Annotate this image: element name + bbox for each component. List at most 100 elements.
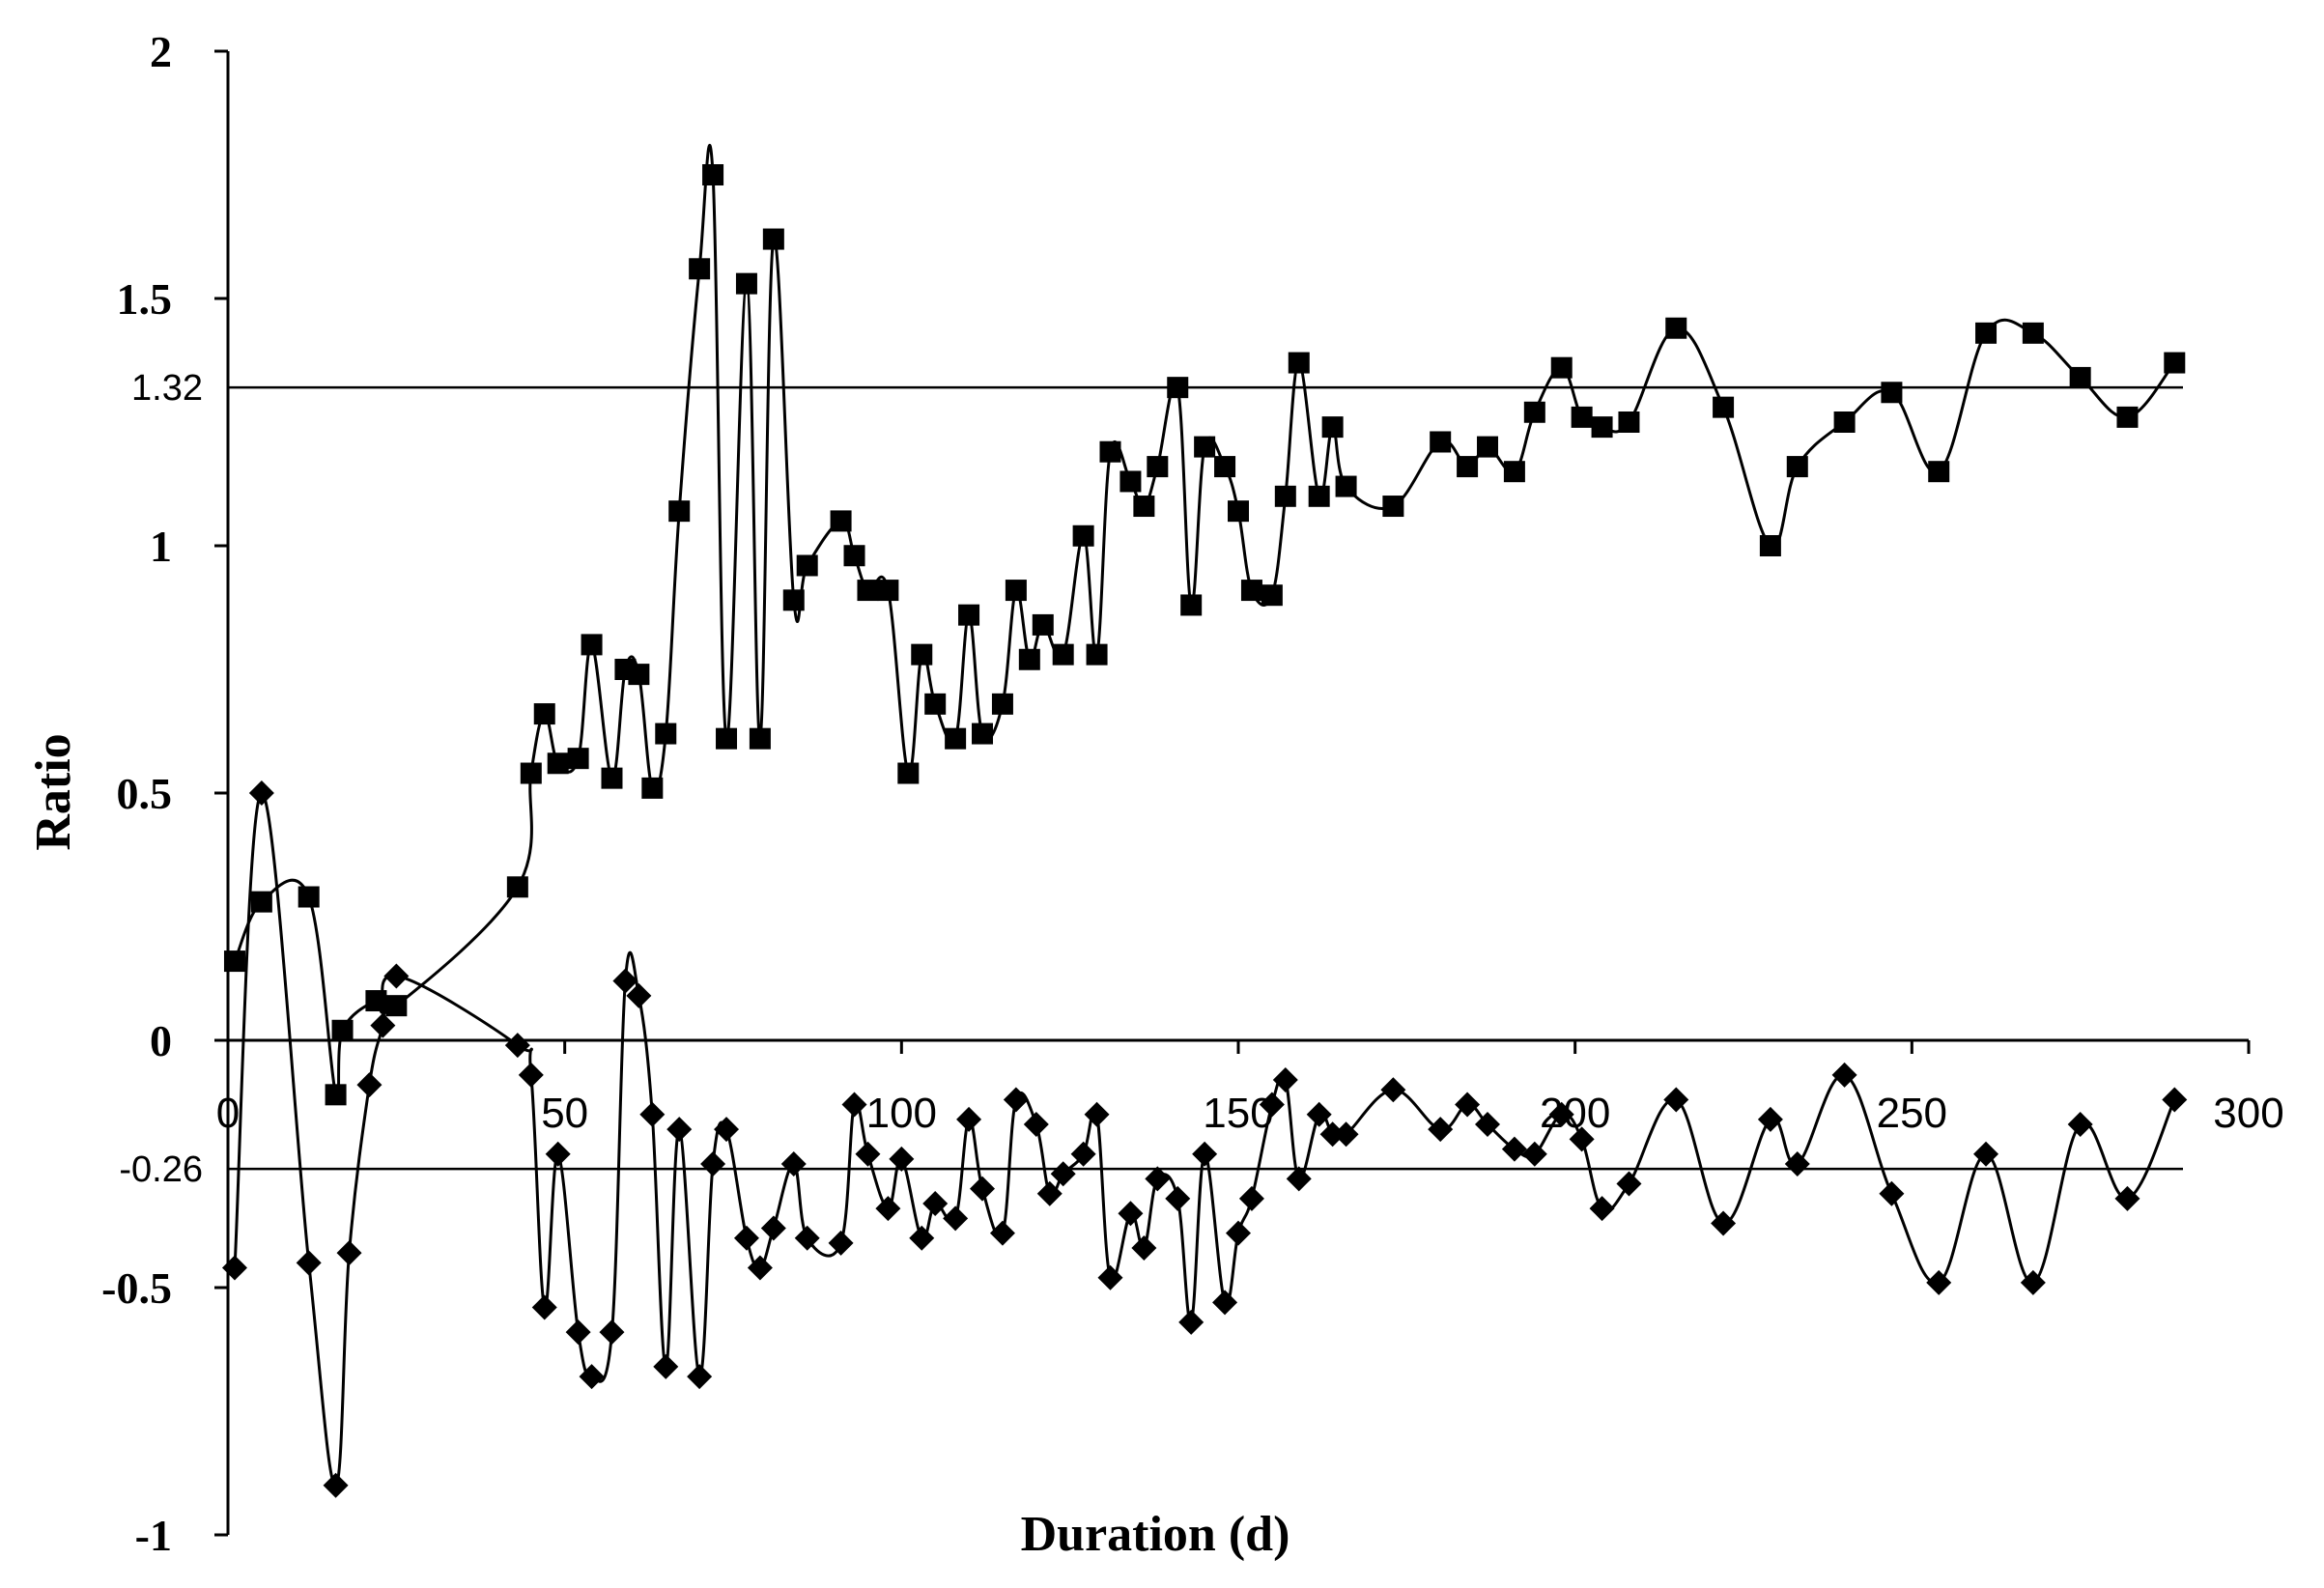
- data-point-square: [1457, 456, 1479, 478]
- data-point-square: [1099, 440, 1121, 463]
- data-point-diamond: [733, 1225, 759, 1251]
- data-point-square: [641, 777, 664, 799]
- data-point-square: [689, 258, 711, 280]
- x-tick-label: 300: [2213, 1090, 2283, 1137]
- data-point-square: [655, 723, 677, 745]
- data-point-diamond: [1145, 1166, 1171, 1192]
- data-point-diamond: [1475, 1112, 1501, 1138]
- data-point-square: [972, 723, 994, 745]
- data-point-diamond: [956, 1106, 982, 1132]
- data-point-diamond: [1306, 1101, 1332, 1127]
- data-point-diamond: [1501, 1136, 1527, 1162]
- data-point-diamond: [1757, 1106, 1783, 1132]
- series-square: [223, 144, 2186, 1106]
- data-point-diamond: [889, 1146, 915, 1172]
- data-point-diamond: [1333, 1121, 1359, 1148]
- series-diamond: [221, 780, 2188, 1498]
- data-point-diamond: [760, 1215, 786, 1241]
- data-point-square: [897, 762, 920, 784]
- data-point-diamond: [1286, 1166, 1312, 1192]
- data-point-diamond: [747, 1255, 773, 1281]
- data-point-diamond: [1521, 1141, 1547, 1167]
- data-point-square: [601, 767, 623, 789]
- data-point-diamond: [943, 1205, 969, 1232]
- data-point-square: [628, 664, 650, 686]
- data-point-diamond: [1926, 1269, 1952, 1295]
- series-line: [233, 144, 2176, 1101]
- data-point-diamond: [666, 1117, 693, 1143]
- data-point-square: [796, 554, 818, 577]
- data-point-square: [1591, 416, 1613, 439]
- data-point-diamond: [855, 1141, 881, 1167]
- data-point-diamond: [356, 1072, 383, 1098]
- data-point-square: [1052, 643, 1074, 666]
- data-point-diamond: [1023, 1112, 1049, 1138]
- y-tick-label: 0: [150, 1016, 172, 1065]
- data-point-square: [1072, 525, 1094, 547]
- data-point-diamond: [518, 1062, 544, 1088]
- data-point-square: [1308, 485, 1330, 507]
- data-point-square: [911, 643, 933, 666]
- data-point-diamond: [221, 1255, 247, 1281]
- data-point-square: [924, 693, 947, 715]
- data-point-square: [1523, 401, 1545, 423]
- data-point-square: [1274, 485, 1296, 507]
- data-point-diamond: [1192, 1141, 1218, 1167]
- data-point-square: [547, 752, 569, 775]
- y-tick-label: -1: [135, 1511, 172, 1560]
- data-point-diamond: [1548, 1101, 1574, 1127]
- data-point-square: [1288, 352, 1310, 374]
- data-point-diamond: [989, 1220, 1015, 1246]
- data-point-diamond: [639, 1101, 666, 1127]
- data-point-diamond: [1212, 1290, 1238, 1316]
- data-point-square: [762, 228, 784, 250]
- data-point-diamond: [1663, 1087, 1689, 1113]
- data-point-diamond: [1259, 1092, 1285, 1118]
- data-point-square: [1550, 356, 1573, 379]
- data-point-square: [668, 500, 691, 523]
- x-axis-title: Duration (d): [1021, 1507, 1290, 1562]
- data-point-diamond: [2020, 1269, 2046, 1295]
- data-point-square: [1928, 461, 1950, 483]
- data-point-square: [1240, 580, 1262, 602]
- data-point-square: [1618, 411, 1640, 433]
- data-point-square: [945, 727, 967, 750]
- data-point-diamond: [794, 1225, 820, 1251]
- data-point-diamond: [1569, 1126, 1595, 1152]
- data-point-diamond: [1178, 1309, 1205, 1335]
- data-point-diamond: [531, 1294, 557, 1320]
- axes: -1-0.500.511.520 50 100 150 200 250 300: [101, 27, 2284, 1560]
- data-point-diamond: [922, 1190, 949, 1216]
- data-point-diamond: [1003, 1087, 1029, 1113]
- data-point-square: [385, 995, 408, 1017]
- data-point-square: [782, 589, 805, 611]
- data-point-square: [830, 510, 852, 532]
- data-point-square: [331, 1019, 354, 1041]
- data-point-square: [2116, 406, 2139, 428]
- data-point-square: [991, 693, 1013, 715]
- data-point-diamond: [1036, 1180, 1063, 1206]
- x-tick-label: 0: [216, 1090, 240, 1137]
- data-point-square: [1147, 456, 1169, 478]
- data-point-diamond: [1711, 1210, 1737, 1236]
- data-point-square: [581, 634, 603, 656]
- data-point-diamond: [875, 1196, 901, 1222]
- data-point-diamond: [579, 1364, 605, 1390]
- data-point-diamond: [504, 1033, 530, 1059]
- data-point-square: [1713, 396, 1735, 418]
- data-point-diamond: [1380, 1077, 1406, 1103]
- data-point-square: [1382, 496, 1404, 518]
- data-point-square: [1086, 643, 1108, 666]
- data-point-square: [1503, 461, 1525, 483]
- data-point-square: [1833, 411, 1856, 433]
- data-point-diamond: [2067, 1112, 2093, 1138]
- data-point-square: [749, 727, 771, 750]
- data-point-square: [1321, 416, 1344, 439]
- data-point-diamond: [626, 982, 652, 1008]
- data-point-diamond: [780, 1151, 807, 1177]
- x-tick-label: 100: [866, 1090, 937, 1137]
- data-point-square: [1214, 456, 1236, 478]
- data-point-square: [1018, 648, 1040, 670]
- data-point-diamond: [970, 1176, 996, 1202]
